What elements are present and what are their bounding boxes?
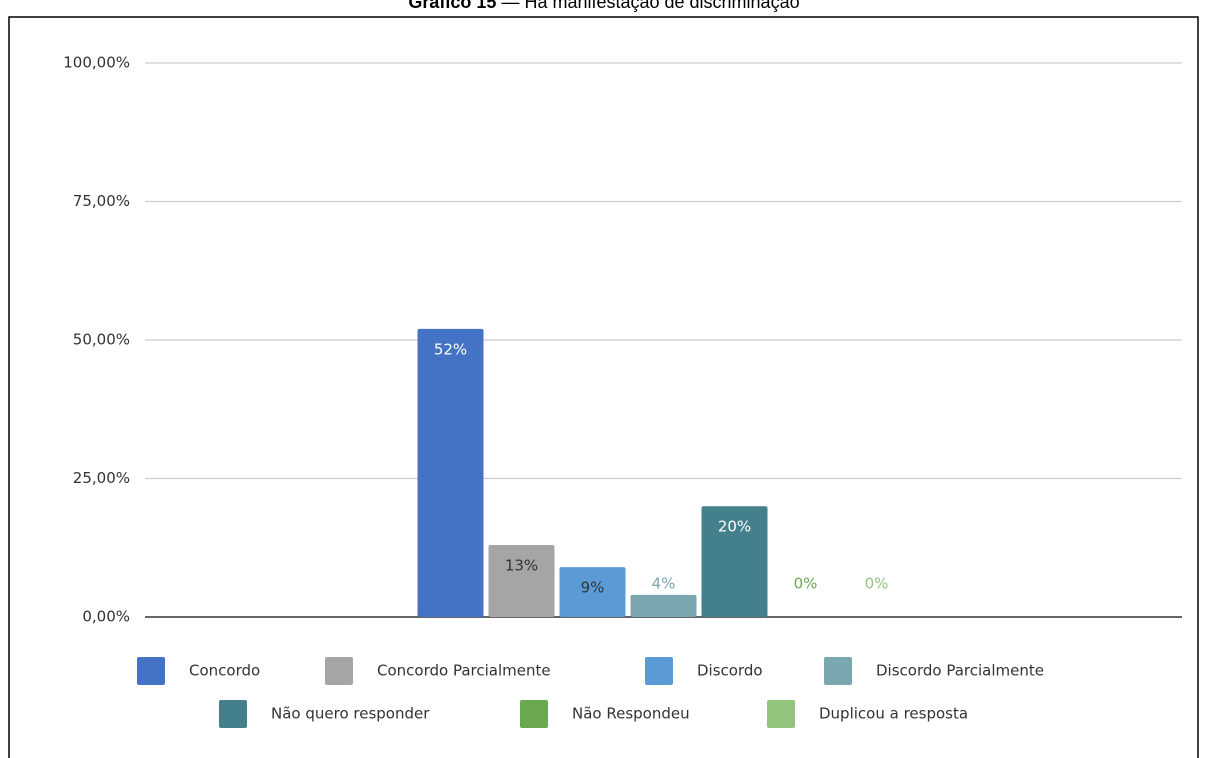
- bar: [488, 544, 555, 617]
- y-tick-label: 0,00%: [82, 608, 130, 626]
- data-label: 4%: [652, 575, 676, 593]
- data-label: 20%: [718, 518, 751, 536]
- legend-label: Discordo: [697, 662, 763, 680]
- data-label: 52%: [434, 340, 467, 358]
- data-label: 9%: [581, 579, 605, 597]
- bar: [417, 328, 484, 617]
- data-label: 0%: [865, 575, 889, 593]
- y-tick-label: 100,00%: [63, 54, 130, 72]
- legend-label: Não quero responder: [271, 705, 430, 723]
- bar: [701, 506, 768, 617]
- legend-swatch: [137, 657, 165, 685]
- legend-label: Concordo: [189, 662, 260, 680]
- title-number: Gráfico 15: [408, 0, 496, 12]
- legend-swatch: [767, 700, 795, 728]
- data-label: 0%: [794, 575, 818, 593]
- chart-title: Gráfico 15 — Há manifestação de discrimin…: [408, 0, 799, 12]
- legend-swatch: [325, 657, 353, 685]
- chart-frame: [8, 16, 1199, 758]
- legend-swatch: [520, 700, 548, 728]
- y-tick-label: 75,00%: [73, 192, 130, 210]
- y-tick-label: 25,00%: [73, 469, 130, 487]
- legend-swatch: [219, 700, 247, 728]
- y-tick-label: 50,00%: [73, 331, 130, 349]
- legend-label: Concordo Parcialmente: [377, 662, 551, 680]
- legend-label: Duplicou a resposta: [819, 705, 968, 723]
- legend-label: Discordo Parcialmente: [876, 662, 1044, 680]
- data-label: 13%: [505, 556, 538, 574]
- title-text: — Há manifestação de discriminação: [501, 0, 799, 12]
- legend-swatch: [645, 657, 673, 685]
- legend-label: Não Respondeu: [572, 705, 690, 723]
- legend-swatch: [824, 657, 852, 685]
- bar: [630, 594, 697, 617]
- bar: [559, 567, 626, 617]
